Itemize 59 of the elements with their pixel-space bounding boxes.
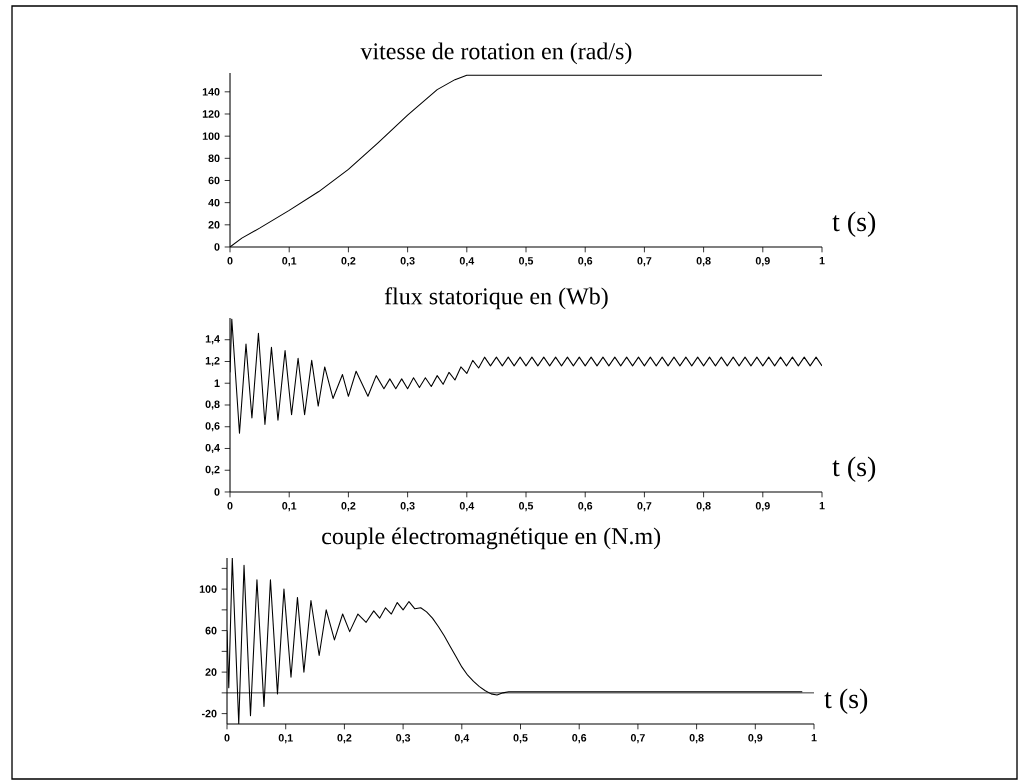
x-tick-label: 1: [819, 502, 825, 510]
x-tick-label: 1: [811, 734, 817, 742]
y-tick-label: 0: [214, 243, 220, 251]
x-tick-label: 0,7: [637, 502, 652, 512]
x-tick-label: 0,8: [696, 257, 711, 267]
y-tick-label: 100: [202, 132, 220, 140]
x-tick-label: 0,9: [755, 502, 770, 512]
y-tick-label: 20: [208, 221, 220, 229]
x-axis-title: t (s): [832, 211, 876, 237]
x-tick-label: 0: [224, 734, 230, 742]
chart-title: vitesse de rotation en (rad/s): [360, 42, 632, 65]
y-tick-label: 0,4: [205, 443, 220, 454]
x-tick-label: 0,1: [282, 257, 297, 267]
chart-title: flux statorique en (Wb): [384, 287, 608, 310]
y-tick-label: 0: [214, 488, 220, 496]
x-tick-label: 0,6: [578, 257, 593, 267]
y-tick-label: 140: [202, 88, 220, 96]
y-tick-label: 1: [214, 379, 220, 387]
x-tick-label: 0,4: [459, 502, 475, 512]
x-tick-label: 0: [227, 502, 233, 510]
x-tick-label: 0,8: [689, 734, 704, 744]
x-tick-label: 0,6: [578, 502, 593, 512]
x-tick-label: 0,7: [630, 734, 645, 744]
y-tick-label: 80: [208, 154, 220, 163]
x-tick-label: 0,8: [696, 502, 711, 512]
x-tick-label: 0,2: [341, 257, 356, 267]
x-tick-label: 0,9: [748, 734, 763, 744]
y-tick-label: 60: [205, 626, 217, 635]
y-tick-label: 100: [199, 585, 217, 593]
x-tick-label: 0,3: [400, 257, 415, 267]
x-tick-label: 0,3: [400, 502, 415, 512]
y-tick-label: 60: [208, 176, 220, 185]
x-tick-label: 0,1: [278, 734, 293, 744]
y-tick-label: 0,8: [205, 400, 220, 410]
x-tick-label: 0: [227, 257, 233, 265]
y-tick-label: 120: [202, 110, 220, 118]
y-tick-label: 20: [205, 668, 217, 676]
x-tick-label: 0,6: [572, 734, 587, 744]
x-axis-title: t (s): [832, 456, 876, 482]
x-tick-label: 0,4: [454, 734, 470, 744]
x-tick-label: 0,4: [459, 257, 475, 267]
x-tick-label: 0,7: [637, 257, 652, 267]
y-tick-label: 1,4: [205, 335, 220, 345]
x-tick-label: 0,5: [513, 734, 528, 744]
x-axis-title: t (s): [824, 688, 868, 714]
x-tick-label: 0,5: [519, 502, 534, 512]
x-tick-label: 0,9: [755, 257, 770, 267]
x-tick-label: 1: [819, 257, 825, 265]
y-tick-label: -20: [201, 709, 217, 718]
y-tick-label: 40: [208, 198, 220, 207]
y-tick-label: 0,2: [205, 465, 220, 475]
y-tick-label: 0,6: [205, 422, 220, 432]
x-tick-label: 0,3: [396, 734, 411, 744]
x-tick-label: 0,1: [282, 502, 297, 512]
y-tick-label: 1,2: [205, 356, 220, 367]
x-tick-label: 0,5: [519, 257, 534, 267]
x-tick-label: 0,2: [337, 734, 352, 744]
x-tick-label: 0,2: [341, 502, 356, 512]
chart-title: couple électromagnétique en (N.m): [322, 527, 661, 550]
